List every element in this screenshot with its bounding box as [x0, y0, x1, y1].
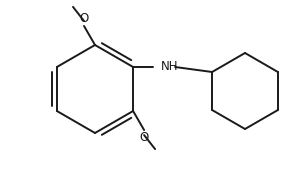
Text: O: O: [140, 131, 149, 144]
Text: NH: NH: [161, 61, 179, 73]
Text: O: O: [79, 12, 89, 25]
